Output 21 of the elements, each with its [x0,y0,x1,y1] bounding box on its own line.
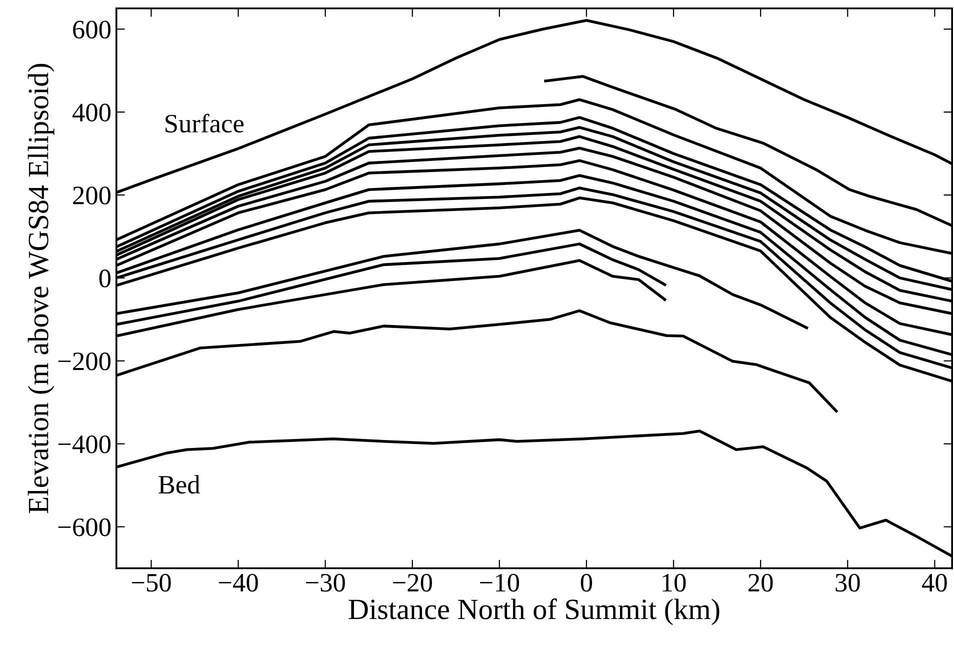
x-tick-label: −30 [306,574,345,592]
x-tick-label: −40 [218,574,258,592]
annotation: Bed [158,475,200,494]
x-tick-label: 40 [922,574,947,592]
y-tick-label: −200 [58,352,111,370]
y-axis-title: Elevation (m above WGS84 Ellipsoid) [28,64,54,514]
x-tick-label: 10 [662,574,686,592]
y-tick-label: 200 [73,186,111,204]
x-tick-label: 30 [836,574,860,592]
x-tick-label: 0 [580,574,592,592]
x-axis-title: Distance North of Summit (km) [348,598,720,626]
y-tick-label: 400 [72,104,111,122]
annotation: Surface [166,114,244,133]
y-tick-label: −400 [58,435,111,454]
x-tick-label: 20 [748,574,773,592]
x-tick-label: −20 [393,574,432,592]
x-tick-label: −50 [132,574,171,592]
x-tick-label: −10 [480,574,520,592]
y-tick-label: 600 [73,20,111,39]
y-tick-label: 0 [99,270,111,288]
y-tick-label: −600 [58,518,111,536]
